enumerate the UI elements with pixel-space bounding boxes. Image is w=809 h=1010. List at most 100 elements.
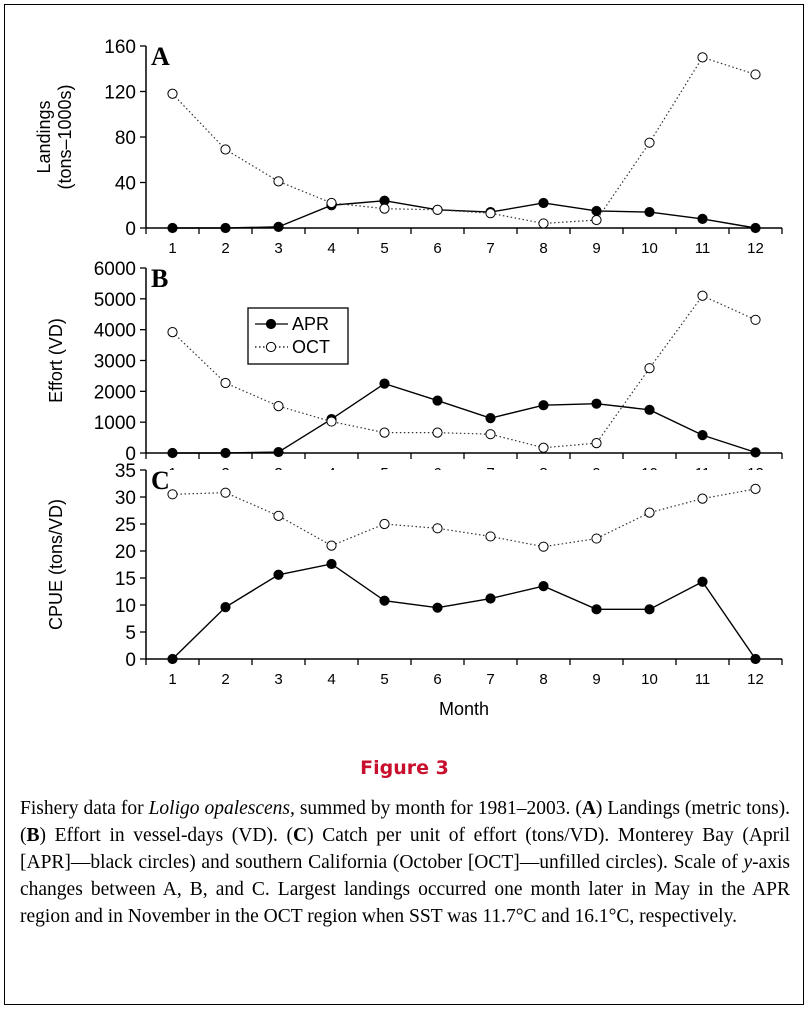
y-tick-label: 25: [115, 515, 136, 536]
data-point-oct: [167, 327, 178, 338]
data-point-oct: [750, 314, 761, 325]
x-tick-label: 3: [274, 671, 282, 688]
data-point-oct: [750, 483, 761, 494]
data-point-oct: [432, 204, 443, 215]
data-point-apr: [591, 205, 602, 217]
data-point-apr: [644, 604, 655, 615]
y-axis-title: CPUE (tons/VD): [46, 499, 66, 630]
y-tick-label: 5: [125, 623, 136, 644]
data-point-apr: [432, 602, 443, 613]
data-point-apr: [591, 604, 602, 615]
x-tick-label: 3: [274, 240, 282, 257]
panel-letter: A: [151, 42, 170, 71]
data-point-oct: [432, 523, 443, 534]
data-point-oct: [432, 427, 443, 438]
panel-letter: B: [151, 264, 168, 293]
data-point-oct: [326, 540, 337, 551]
y-tick-label: 0: [125, 444, 136, 465]
data-point-oct: [485, 531, 496, 542]
data-point-apr: [167, 653, 178, 665]
data-point-oct: [538, 218, 549, 229]
series-line-apr: [172, 563, 757, 660]
caption-part: ) Effort in vessel-days (VD). (: [39, 825, 293, 846]
x-tick-label: 1: [168, 671, 176, 688]
data-point-apr: [697, 576, 708, 587]
data-point-apr: [485, 413, 496, 424]
data-point-apr: [538, 400, 549, 411]
data-point-apr: [220, 602, 231, 613]
data-point-apr: [379, 378, 390, 389]
figure-frame: [4, 4, 804, 1005]
data-point-oct: [379, 518, 390, 530]
x-tick-label: 5: [380, 240, 388, 257]
data-point-oct: [326, 197, 337, 209]
x-tick-label: 9: [592, 671, 600, 688]
data-point-apr: [220, 447, 231, 459]
data-point-apr: [697, 213, 708, 224]
chart-area: 0 40 80 120 160 1 2 3 4 5 6 7 8 9 10 11 12 Landings (tons–…: [34, 37, 783, 719]
data-point-apr: [485, 593, 496, 604]
x-tick-label: 1: [168, 240, 176, 257]
data-point-oct: [167, 489, 178, 500]
x-tick-label: 8: [539, 671, 547, 688]
y-axis-title: (tons–1000s): [55, 84, 75, 189]
y-axis-title: Landings: [34, 100, 54, 173]
x-tick-label: 7: [486, 240, 494, 257]
y-tick-label: 35: [115, 461, 136, 482]
data-point-apr: [697, 430, 708, 441]
data-point-oct: [220, 377, 231, 389]
legend-marker: [265, 341, 277, 353]
data-point-oct: [273, 176, 284, 187]
y-tick-label: 120: [104, 83, 136, 104]
caption-part: ) Landings (metric tons). (: [20, 798, 790, 846]
legend-entry: OCT: [292, 337, 330, 357]
x-tick-label: 11: [695, 671, 711, 688]
y-tick-label: 20: [115, 542, 136, 563]
legend: APR OCT: [247, 307, 349, 365]
x-tick-label: 5: [380, 671, 388, 688]
data-point-apr: [220, 222, 231, 234]
series-line-oct: [172, 295, 756, 449]
y-tick-label: 80: [115, 128, 136, 149]
y-tick-label: 4000: [94, 321, 136, 342]
data-point-oct: [485, 208, 496, 219]
data-point-oct: [697, 493, 708, 504]
x-tick-label: 6: [433, 671, 441, 688]
caption-part: -axis changes between A, B, and C. Large…: [20, 852, 790, 927]
data-point-apr: [167, 222, 178, 234]
legend-marker: [265, 318, 277, 330]
plot-area: [146, 268, 782, 453]
y-axis-title: Effort (VD): [46, 318, 66, 403]
y-tick-label: 1000: [94, 413, 136, 434]
data-point-oct: [644, 137, 655, 148]
data-point-apr: [538, 581, 549, 592]
y-tick-label: 0: [125, 219, 136, 240]
caption-part: summed by month for 1981–2003. (: [294, 798, 582, 819]
y-tick-label: 2000: [94, 382, 136, 403]
data-point-apr: [167, 447, 178, 459]
data-point-oct: [591, 438, 602, 449]
x-tick-label: 12: [747, 671, 764, 688]
data-point-oct: [591, 533, 602, 544]
series-line-apr: [172, 382, 756, 454]
figure-title: Figure 3: [360, 757, 449, 779]
caption-part: ) Catch per unit of effort (tons/VD). Mo…: [20, 825, 790, 873]
caption-part: y: [743, 852, 753, 873]
data-point-apr: [273, 221, 284, 232]
data-point-apr: [644, 404, 655, 415]
data-point-apr: [750, 447, 761, 458]
caption-part: C: [292, 825, 308, 846]
data-point-oct: [379, 427, 390, 438]
x-tick-label: 10: [641, 240, 658, 257]
data-point-oct: [750, 69, 761, 80]
caption-part: B: [26, 825, 40, 846]
legend-entry: APR: [292, 314, 329, 334]
data-point-oct: [326, 416, 337, 427]
x-tick-label: 2: [221, 671, 229, 688]
data-point-oct: [273, 401, 284, 412]
series-line-oct: [172, 488, 756, 548]
data-point-apr: [750, 222, 761, 234]
series-line-oct: [172, 56, 756, 225]
